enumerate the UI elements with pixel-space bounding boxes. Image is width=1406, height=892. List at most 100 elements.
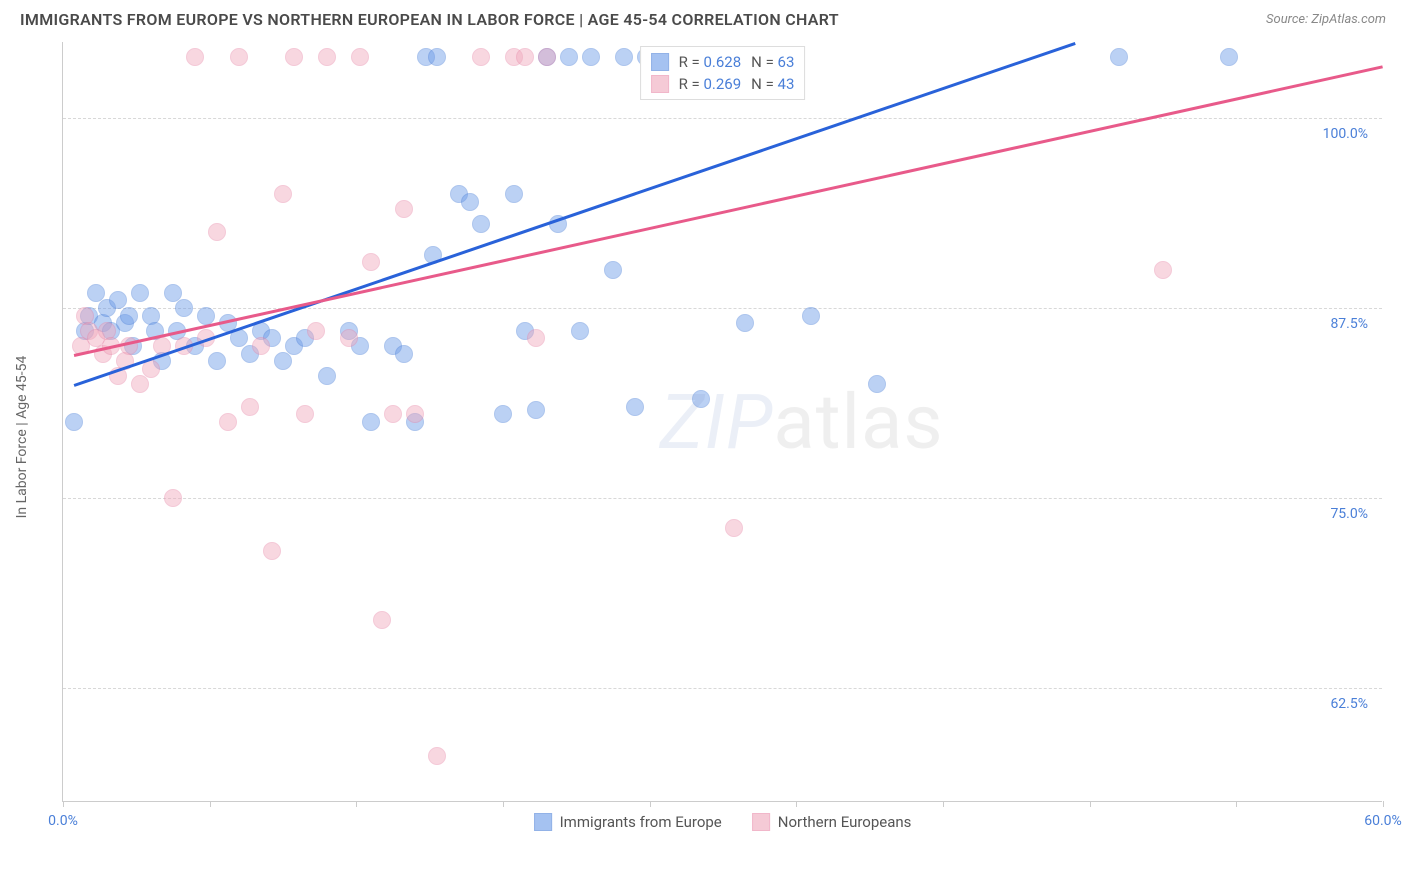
- scatter-point-northern: [186, 48, 204, 66]
- scatter-point-northern: [252, 337, 270, 355]
- watermark-zip: ZIP: [660, 377, 774, 467]
- scatter-point-northern: [241, 398, 259, 416]
- scatter-point-northern: [263, 542, 281, 560]
- source-label: Source: ZipAtlas.com: [1266, 12, 1386, 27]
- scatter-point-northern: [406, 405, 424, 423]
- scatter-point-europe: [428, 48, 446, 66]
- scatter-point-europe: [208, 352, 226, 370]
- legend-item-europe: Immigrants from Europe: [534, 813, 722, 831]
- scatter-point-europe: [318, 367, 336, 385]
- x-tick: [796, 801, 797, 807]
- legend-r: R = 0.269: [679, 75, 742, 93]
- legend-item-northern: Northern Europeans: [752, 813, 912, 831]
- header: IMMIGRANTS FROM EUROPE VS NORTHERN EUROP…: [0, 0, 1406, 35]
- watermark-atlas: atlas: [773, 377, 943, 467]
- y-tick-label: 75.0%: [1326, 506, 1372, 522]
- scatter-point-northern: [725, 519, 743, 537]
- scatter-point-europe: [131, 284, 149, 302]
- x-tick: [356, 801, 357, 807]
- gridline: [63, 118, 1382, 119]
- scatter-point-northern: [274, 185, 292, 203]
- scatter-point-northern: [296, 405, 314, 423]
- scatter-point-europe: [560, 48, 578, 66]
- legend-swatch: [534, 813, 552, 831]
- x-tick: [650, 801, 651, 807]
- chart-title: IMMIGRANTS FROM EUROPE VS NORTHERN EUROP…: [20, 10, 839, 29]
- x-tick-label: 60.0%: [1364, 813, 1402, 829]
- scatter-point-europe: [461, 193, 479, 211]
- legend-label: Immigrants from Europe: [560, 813, 722, 831]
- x-tick: [63, 801, 64, 807]
- gridline: [63, 498, 1382, 499]
- scatter-point-europe: [505, 185, 523, 203]
- legend-n: N = 43: [751, 75, 794, 93]
- x-tick: [1383, 801, 1384, 807]
- scatter-point-europe: [736, 314, 754, 332]
- plot-area: ZIPatlas R = 0.628N = 63R = 0.269N = 43 …: [62, 42, 1382, 802]
- scatter-point-europe: [1220, 48, 1238, 66]
- legend-swatch: [752, 813, 770, 831]
- legend-swatch: [651, 53, 669, 71]
- scatter-point-northern: [373, 611, 391, 629]
- scatter-point-europe: [494, 405, 512, 423]
- scatter-point-northern: [1154, 261, 1172, 279]
- scatter-point-northern: [340, 329, 358, 347]
- y-tick-label: 87.5%: [1326, 316, 1372, 332]
- scatter-point-northern: [142, 360, 160, 378]
- trend-line-northern: [74, 65, 1384, 356]
- scatter-point-northern: [527, 329, 545, 347]
- scatter-point-northern: [472, 48, 490, 66]
- scatter-point-europe: [615, 48, 633, 66]
- gridline: [63, 308, 1382, 309]
- y-tick-label: 62.5%: [1326, 696, 1372, 712]
- correlation-legend: R = 0.628 N = 63 R = 0.269 N = 43: [640, 46, 806, 100]
- scatter-point-northern: [384, 405, 402, 423]
- chart-container: In Labor Force | Age 45-54 ZIPatlas R = …: [40, 42, 1386, 832]
- scatter-point-northern: [307, 322, 325, 340]
- legend-r: R = 0.628: [679, 53, 742, 71]
- x-tick: [943, 801, 944, 807]
- scatter-point-europe: [274, 352, 292, 370]
- legend-swatch: [651, 75, 669, 93]
- legend-row-northern: R = 0.269 N = 43: [651, 73, 795, 95]
- gridline: [63, 688, 1382, 689]
- scatter-point-europe: [626, 398, 644, 416]
- scatter-point-europe: [527, 401, 545, 419]
- scatter-point-northern: [538, 48, 556, 66]
- y-axis-label: In Labor Force | Age 45-54: [14, 356, 30, 519]
- scatter-point-northern: [516, 48, 534, 66]
- scatter-point-europe: [692, 390, 710, 408]
- scatter-point-europe: [472, 215, 490, 233]
- scatter-point-northern: [208, 223, 226, 241]
- legend-n: N = 63: [751, 53, 794, 71]
- scatter-point-northern: [230, 48, 248, 66]
- scatter-point-europe: [1110, 48, 1128, 66]
- scatter-point-europe: [604, 261, 622, 279]
- x-tick: [503, 801, 504, 807]
- x-tick: [1090, 801, 1091, 807]
- legend-row-europe: R = 0.628 N = 63: [651, 51, 795, 73]
- scatter-point-europe: [65, 413, 83, 431]
- scatter-point-northern: [131, 375, 149, 393]
- scatter-point-northern: [362, 253, 380, 271]
- scatter-point-europe: [802, 307, 820, 325]
- scatter-point-europe: [868, 375, 886, 393]
- scatter-point-europe: [362, 413, 380, 431]
- scatter-point-northern: [351, 48, 369, 66]
- scatter-point-northern: [285, 48, 303, 66]
- scatter-point-europe: [395, 345, 413, 363]
- x-tick: [210, 801, 211, 807]
- scatter-point-europe: [120, 307, 138, 325]
- x-tick-label: 0.0%: [48, 813, 78, 829]
- y-tick-label: 100.0%: [1319, 126, 1372, 142]
- scatter-point-europe: [197, 307, 215, 325]
- scatter-point-northern: [428, 747, 446, 765]
- series-legend: Immigrants from Europe Northern Europeans: [534, 813, 912, 831]
- scatter-point-northern: [318, 48, 336, 66]
- x-tick: [1236, 801, 1237, 807]
- scatter-point-northern: [219, 413, 237, 431]
- scatter-point-europe: [582, 48, 600, 66]
- scatter-point-europe: [571, 322, 589, 340]
- scatter-point-europe: [175, 299, 193, 317]
- legend-label: Northern Europeans: [778, 813, 912, 831]
